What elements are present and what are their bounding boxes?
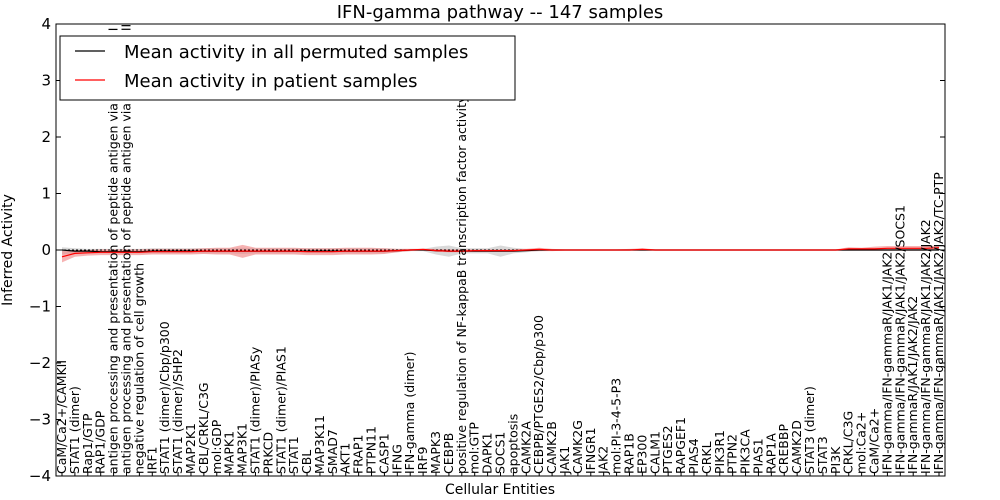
x-tick-label: positive regulation of NF-kappaB transcr… [454,95,469,474]
x-tick-label: STAT1 (dimer)/PIAS1 [273,346,288,474]
x-tick-label: CaM/Ca2+ [867,408,882,474]
legend: Mean activity in all permuted samples Me… [59,35,516,101]
series-lines [61,247,940,258]
x-tick-label: CEBPB/PTGES2/Cbp/p300 [531,315,546,474]
x-tick-label: negative regulation of cell growth [131,263,146,474]
y-tick-label: −3 [29,411,51,429]
x-tick-label: CASP1 [376,433,391,474]
chart-title: IFN-gamma pathway -- 147 samples [337,2,664,23]
x-tick-label: antigen processing and presentation of p… [106,27,121,474]
x-tick-label: IFN-gamma (dimer) [402,352,417,475]
band-patient [62,244,939,263]
x-tick-label: CAMK2A [518,421,533,474]
legend-box [59,35,516,101]
x-tick-label: mol:PI-3-4-5-P3 [609,378,624,474]
x-tick-label: Rap1/GTP [80,413,95,474]
x-tick-label: PTGES2 [660,425,675,474]
x-tick-label: IFN-gammaR/JAK1/JAK2/JAK2 [905,296,920,474]
y-tick-label: 1 [41,185,51,203]
x-tick-label: CRKL [699,441,714,474]
x-tick-label: SMAD7 [325,429,340,474]
x-tick-label: apoptosis [505,414,520,474]
x-tick-label: JAK1 [557,446,572,475]
x-tick-label: MAPK1 [222,431,237,474]
x-tick-label: DAPK1 [480,432,495,474]
confidence-bands [62,244,939,263]
x-tick-label: antigen processing and presentation of p… [118,24,133,474]
y-tick-label: −4 [29,467,51,485]
x-tick-label: PIAS1 [750,438,765,474]
x-tick-label: mol:Ca2+ [854,412,869,474]
x-tick-label: CBL [299,450,314,474]
x-tick-label: EP300 [634,435,649,474]
x-tick-label: MAPK3 [428,431,443,474]
legend-label-permuted: Mean activity in all permuted samples [124,42,468,63]
x-tick-label: IFNGR1 [583,427,598,474]
x-tick-label: mol:GTP [467,422,482,474]
x-tick-label: STAT1 (dimer)/SHP2 [170,349,185,474]
x-tick-label: IFN-gamma/IFN-gammaR/JAK1/JAK2/JAK2/TC-P… [931,172,946,474]
y-tick-label: 2 [41,128,51,146]
x-tick-label: CEBPB [441,433,456,474]
y-tick-label: 0 [41,241,51,259]
y-tick-label: 4 [41,15,51,33]
x-tick-label: CAMK2D [789,420,804,474]
x-tick-label: PRKCD [260,432,275,474]
x-tick-label: RAP1A [763,433,778,474]
x-tick-label: RAP1B [621,433,636,474]
x-tick-label: CaM/Ca2+/CAMKII [54,360,69,474]
y-tick-label: −1 [29,298,51,316]
x-tick-label: PIK3CA [738,429,753,474]
x-tick-label: FRAP1 [351,435,366,474]
x-tick-label: MAP3K1 [235,423,250,474]
x-tick-label: STAT3 (dimer) [802,386,817,474]
x-tick-label: CRKL/C3G [841,411,856,474]
x-tick-label: IRF9 [415,446,430,474]
x-tick-label: MAP2K1 [183,423,198,474]
y-axis-label: Inferred Activity [0,194,16,306]
x-tick-label: CAMK2B [544,421,559,474]
x-tick-label: IFN-gamma/IFN-gammaR/JAK1/JAK2/JAK2 [918,219,933,474]
legend-label-patient: Mean activity in patient samples [124,71,418,92]
x-tick-label: IFN-gamma/IFN-gammaR/JAK1/JAK2 [879,252,894,474]
x-tick-label: STAT1 (dimer) [67,386,82,474]
x-tick-label: RAP1/GDP [93,410,108,474]
x-tick-label: CBL/CRKL/C3G [196,382,211,474]
x-tick-label: CAMK2G [570,420,585,474]
series-line-patient [61,247,940,258]
x-tick-label: JAK2 [596,446,611,475]
x-tick-label: PTPN11 [364,426,379,474]
x-tick-label: STAT1 (dimer)/PIASy [247,346,262,474]
x-tick-label: MAP3K11 [312,415,327,474]
x-tick-label: STAT1 (dimer)/Cbp/p300 [157,321,172,474]
x-tick-label: CALM1 [647,431,662,474]
x-tick-label: PIK3R1 [712,430,727,474]
y-tick-label: −2 [29,354,51,372]
x-tick-label: IFN-gamma/IFN-gammaR/JAK1/JAK2/SOCS1 [892,205,907,474]
x-tick-label: SOCS1 [493,432,508,474]
x-tick-label: PTPN2 [725,434,740,474]
x-tick-label: IRF1 [144,446,159,474]
x-tick-label: IFNG [389,444,404,474]
x-tick-label: AKT1 [338,443,353,474]
x-axis-label: Cellular Entities [445,482,555,498]
x-tick-label: PIAS4 [686,438,701,474]
x-tick-label: STAT3 [815,436,830,474]
y-tick-label: 3 [41,72,51,90]
x-tick-label: PI3K [828,446,843,474]
x-tick-label: RAPGEF1 [673,417,688,474]
x-tick-label: CREBBP [776,424,791,474]
y-axis-ticks: −4 −3 −2 −1 0 1 2 3 4 [29,15,945,485]
x-tick-label: mol:GDP [209,419,224,474]
x-tick-label: STAT1 [286,436,301,474]
